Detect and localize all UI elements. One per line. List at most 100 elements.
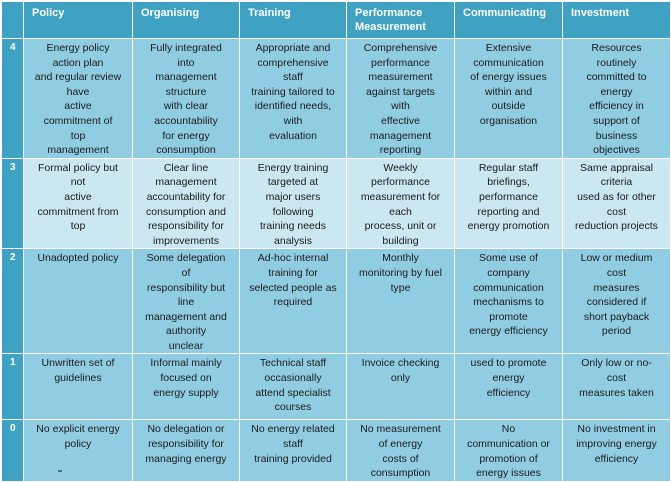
table-row: 1 Unwritten set of guidelines Informal main… [1, 353, 671, 421]
cell-text-line: top [70, 220, 86, 233]
cell-text-line: consumption and [146, 205, 226, 218]
cell-text-line: No investment in [577, 423, 656, 436]
cell-text-line: structure [165, 85, 207, 98]
cell-investment: No investment in improving energy efficien… [562, 419, 671, 482]
cell-text-line: measurement [368, 71, 433, 84]
cell-text-line: analysis [274, 234, 312, 247]
cell-training: No energy related staff training provided [239, 419, 347, 482]
cell-text-line: evaluation [269, 129, 317, 142]
cell-performance-measurement: Weekly performance measurement for each proc… [346, 157, 455, 250]
cell-communicating: Regular staff briefings, performance report… [454, 157, 563, 250]
cell-text-line: Clear line [163, 161, 209, 174]
cell-text-line: responsibility for [148, 438, 224, 451]
column-header-policy: Policy [23, 1, 133, 39]
cell-text-line: type [390, 281, 411, 294]
cell-text-line: energy promotion [467, 220, 550, 233]
cell-performance-measurement: Comprehensive performance measurement again… [346, 38, 455, 159]
cell-text-line: courses [274, 401, 312, 414]
cell-policy: Unwritten set of guidelines [23, 353, 133, 421]
cell-text-line: short payback [583, 310, 650, 323]
cell-text-line: action plan [52, 56, 104, 69]
cell-text-line: organisation [479, 114, 538, 127]
cell-text-line: Extensive [485, 42, 532, 54]
cell-text-line: training for [268, 266, 318, 279]
cell-text-line: top [70, 129, 86, 142]
cell-text-line: business [595, 129, 638, 142]
cell-text-line: management [155, 71, 217, 84]
cell-text-line: attend specialist [255, 386, 331, 399]
cell-policy: Unadopted policy [23, 248, 133, 355]
cell-text-line: active [64, 190, 92, 203]
cell-text-line: against targets [366, 85, 435, 98]
table-row: 2 Unadopted policy Some delegation of respon… [1, 248, 671, 355]
cell-communicating: No communication or promotion of energy iss… [454, 419, 563, 482]
cell-organising: Fully integrated into management structure w… [132, 38, 240, 159]
cell-text-line: within and [484, 85, 533, 98]
cell-text-line: cost [606, 266, 627, 279]
cell-text-line: training tailored to [251, 85, 335, 98]
cell-text-line: No explicit energy [36, 423, 120, 436]
cell-text-line: energy [600, 85, 633, 98]
cell-text-line: focused on [160, 372, 212, 385]
cell-communicating: used to promote energy efficiency [454, 353, 563, 421]
column-header-investment: Investment [562, 1, 671, 39]
cell-text-line: targeted at [267, 176, 319, 189]
cell-organising: Informal mainly focused on energy supply [132, 353, 240, 421]
cell-text-line: support of [593, 114, 640, 127]
cell-text-line: briefings, [487, 176, 530, 189]
cell-text-line: management [155, 176, 217, 189]
cell-text-line: not [70, 176, 86, 189]
cell-text-line: Some use of [479, 252, 538, 265]
cell-text-line: required [273, 296, 313, 309]
cell-text-line: Energy policy [46, 42, 110, 54]
cell-text-line: following [272, 205, 314, 218]
cell-text-line: outside [491, 100, 526, 113]
cell-performance-measurement: Monthly monitoring by fuel type [346, 248, 455, 355]
cell-text-line: measures taken [579, 386, 654, 399]
cell-investment: Same appraisal criteria used as for other c… [562, 157, 671, 250]
cell-text-line: communication or [467, 438, 550, 451]
cell-text-line: Ad-hoc internal [257, 252, 329, 265]
header-row: Policy Organising Training Performance M… [1, 1, 671, 39]
cell-text-line: only [390, 372, 411, 385]
cell-text-line: managing energy [145, 452, 227, 465]
cell-text-line: identified needs, [254, 100, 332, 113]
cell-text-line: occasionally [264, 372, 322, 385]
cell-text-line: Energy training [257, 161, 329, 174]
cell-text-line: Weekly [383, 161, 418, 174]
cell-organising: No delegation or responsibility for managi… [132, 419, 240, 482]
cell-text-line: training needs [260, 220, 326, 233]
cell-text-line: performance [371, 176, 430, 189]
cell-text-line: costs of [382, 452, 419, 465]
cell-text-line: efficiency [486, 386, 531, 399]
cell-text-line: promote [489, 310, 528, 323]
cell-text-line: consumption [156, 144, 216, 157]
cell-text-line: objectives [593, 144, 640, 157]
cell-text-line: monitoring by fuel [359, 266, 442, 279]
cell-text-line: commitment from [37, 205, 119, 218]
cell-text-line: committed to [586, 71, 647, 84]
level-label: 2 [1, 248, 24, 355]
cell-text-line: accountability for [146, 190, 226, 203]
cell-text-line: performance [371, 56, 430, 69]
cell-text-line: active [64, 100, 92, 113]
cell-text-line: Invoice checking [361, 357, 440, 370]
cell-text-line: line [177, 296, 195, 309]
cell-text-line: Resources [591, 42, 642, 54]
cell-policy: Formal policy but not active commitment fro… [23, 157, 133, 250]
cell-text-line: each [389, 205, 412, 218]
cell-text-line: company [487, 266, 530, 279]
cell-investment: Only low or no-cost measures taken [562, 353, 671, 421]
cell-text-line: used as for other [577, 190, 656, 203]
table-row: 3 Formal policy but not active commitment fr… [1, 157, 671, 250]
cell-investment: Resources routinely committed to energy effi… [562, 38, 671, 159]
footer-mark [58, 470, 62, 472]
table-row: 0 No explicit energy policy No delegation o… [1, 419, 671, 482]
cell-text-line: with [283, 114, 303, 127]
cell-text-line: considered if [586, 296, 647, 309]
cell-text-line: staff [283, 71, 303, 84]
cell-communicating: Some use of company communication mechanism… [454, 248, 563, 355]
column-header-training: Training [239, 1, 347, 39]
cell-text-line: cost [606, 372, 627, 385]
